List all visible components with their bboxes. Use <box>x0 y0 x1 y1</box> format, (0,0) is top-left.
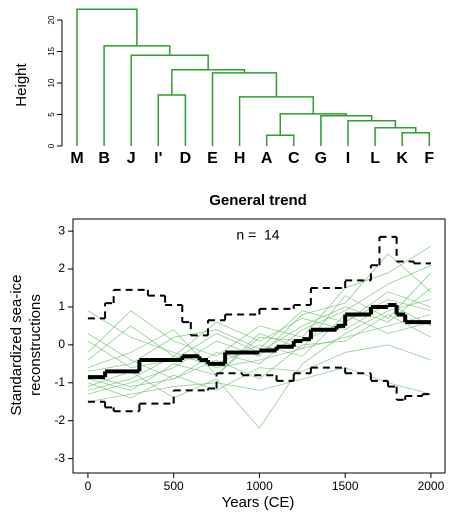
annotation: n = 14 <box>236 227 279 243</box>
y-tick-label: 15 <box>47 47 56 56</box>
leaf-label: A <box>261 150 273 167</box>
x-tick-label: 0 <box>85 479 92 493</box>
dendrogram-link <box>238 96 315 146</box>
y-tick-label: -2 <box>54 413 65 427</box>
y-tick-label: -1 <box>54 375 65 389</box>
dendrogram-link <box>265 134 295 146</box>
proxy-line <box>87 264 432 380</box>
proxy-line <box>87 314 432 387</box>
y-axis-label: reconstructions <box>27 294 44 396</box>
y-tick-label: -3 <box>54 451 65 465</box>
chart-title: General trend <box>209 192 307 209</box>
dendrogram-link <box>76 8 138 146</box>
x-axis-label: Years (CE) <box>222 494 295 511</box>
y-tick-label: 10 <box>47 78 56 87</box>
plot-frame <box>72 218 446 474</box>
proxy-line <box>87 310 432 369</box>
y-tick-label: 0 <box>58 337 65 351</box>
dendrogram-link <box>157 94 187 146</box>
y-tick-label: 3 <box>58 223 65 237</box>
leaf-label: J <box>127 150 136 167</box>
y-axis-label: Height <box>13 62 30 106</box>
dendrogram-link <box>401 132 431 146</box>
dendrogram-link <box>347 120 397 146</box>
x-tick-label: 2000 <box>418 479 445 493</box>
proxy-line <box>87 245 432 357</box>
dendrogram-link <box>279 113 348 136</box>
leaf-label: L <box>370 150 380 167</box>
leaf-label: I' <box>154 150 162 167</box>
proxy-line <box>87 314 432 391</box>
leaf-label: F <box>424 150 434 167</box>
y-tick-label: 5 <box>47 112 56 117</box>
dendrogram-link <box>103 45 171 146</box>
leaf-label: C <box>288 150 300 167</box>
leaf-label: H <box>234 150 246 167</box>
x-tick-label: 1500 <box>332 479 359 493</box>
y-tick-label: 0 <box>47 143 56 148</box>
x-tick-label: 1000 <box>246 479 273 493</box>
dendrogram-link <box>130 54 209 146</box>
proxy-line <box>87 253 432 395</box>
proxy-line <box>87 302 432 361</box>
proxy-line <box>87 272 432 376</box>
y-tick-label: 2 <box>58 261 65 275</box>
leaf-label: B <box>98 150 110 167</box>
leaf-label: D <box>180 150 192 167</box>
y-tick-label: 1 <box>58 299 65 313</box>
dendrogram-link <box>374 126 417 146</box>
proxy-line <box>87 344 432 399</box>
leaf-label: G <box>315 150 327 167</box>
y-axis-label: Standardized sea-ice <box>8 275 25 416</box>
x-tick-label: 500 <box>164 479 184 493</box>
proxy-line <box>87 298 432 429</box>
leaf-label: K <box>396 150 408 167</box>
proxy-line <box>87 367 432 403</box>
leaf-label: E <box>207 150 218 167</box>
leaf-label: M <box>70 150 83 167</box>
leaf-label: I <box>346 150 350 167</box>
y-tick-label: 20 <box>47 15 56 24</box>
